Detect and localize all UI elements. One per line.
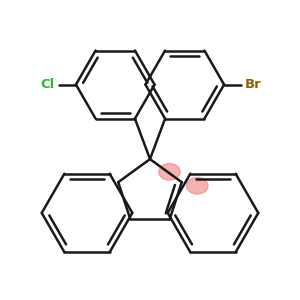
Text: Br: Br (245, 78, 262, 91)
Text: Cl: Cl (41, 78, 55, 91)
Ellipse shape (159, 164, 180, 180)
Ellipse shape (187, 177, 208, 194)
